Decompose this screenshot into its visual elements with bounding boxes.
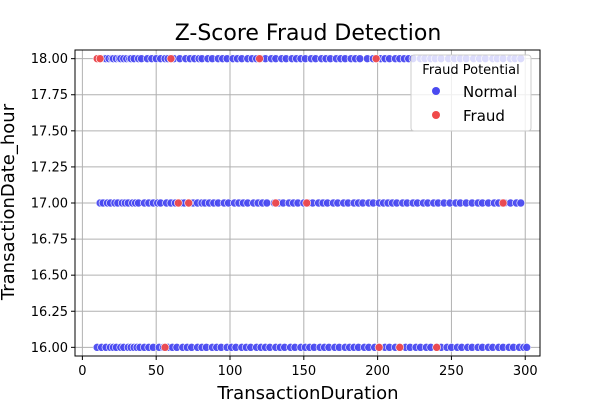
- y-tick-label: 17.25: [31, 160, 68, 175]
- x-tick-label: 50: [148, 364, 165, 379]
- x-tick-label: 300: [513, 364, 538, 379]
- legend-normal-label: Normal: [463, 83, 517, 101]
- y-tick-label: 17.50: [31, 124, 68, 139]
- legend-box: [410, 54, 532, 132]
- y-tick-label: 16.25: [31, 305, 68, 320]
- y-tick-label: 17.75: [31, 88, 68, 103]
- fraud-point: [374, 343, 384, 352]
- fraud-point: [160, 343, 170, 352]
- fraud-point: [255, 54, 264, 63]
- chart-title: Z-Score Fraud Detection: [175, 21, 442, 46]
- fraud-point: [432, 343, 441, 352]
- y-tick-label: 18.00: [31, 52, 68, 67]
- x-tick-label: 100: [218, 364, 243, 379]
- legend-fraud-marker: [432, 111, 440, 119]
- legend-normal-marker: [432, 87, 440, 95]
- fraud-point: [371, 54, 381, 63]
- fraud-point: [302, 198, 312, 208]
- fraud-point: [184, 198, 193, 208]
- fraud-point: [395, 343, 405, 352]
- y-tick-label: 16.50: [31, 269, 68, 284]
- fraud-point: [95, 54, 105, 63]
- normal-point: [262, 198, 272, 208]
- legend-fraud-label: Fraud: [463, 107, 505, 125]
- y-axis-title: TransactionDate_hour: [0, 103, 19, 301]
- normal-point: [516, 198, 526, 208]
- y-tick-label: 17.00: [31, 197, 68, 212]
- x-tick-label: 250: [439, 364, 464, 379]
- x-tick-label: 0: [78, 364, 86, 379]
- legend-title: Fraud Potential: [422, 63, 519, 78]
- normal-point: [522, 343, 532, 352]
- x-tick-label: 200: [365, 364, 390, 379]
- y-tick-label: 16.00: [31, 341, 68, 356]
- tick-layer: 0 50 100 150 200 250 300 16.00 16.25 16.50 16.75 17…: [31, 52, 538, 379]
- x-tick-label: 150: [291, 364, 316, 379]
- fraud-point: [166, 54, 176, 63]
- normal-point: [355, 54, 365, 63]
- fraud-point: [174, 198, 183, 208]
- fraud-point: [271, 198, 281, 208]
- fraud-point: [498, 198, 508, 208]
- legend: Fraud Potential Normal Fraud: [410, 54, 532, 132]
- y-tick-label: 16.75: [31, 233, 68, 248]
- x-axis-title: TransactionDuration: [216, 383, 398, 400]
